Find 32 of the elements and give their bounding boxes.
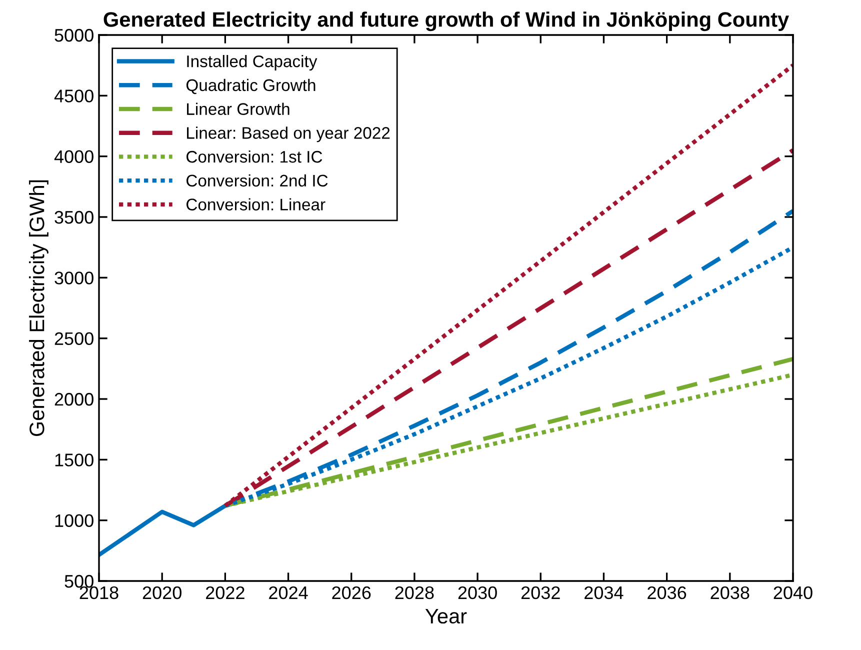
x-tick-label: 2032 (521, 586, 560, 600)
y-tick-label: 4500 (54, 90, 94, 102)
y-tick-label: 1500 (55, 454, 94, 466)
x-tick-label: 2036 (648, 586, 686, 600)
y-tick-label: 4000 (54, 150, 94, 164)
legend-label: Conversion: 1st IC (186, 150, 322, 163)
legend-label: Quadratic Growth (186, 78, 316, 94)
y-tick-label: 3500 (54, 210, 94, 224)
x-tick-label: 2040 (774, 586, 812, 600)
x-axis-title: Year (425, 609, 467, 624)
legend-label: Linear Growth (187, 102, 290, 115)
legend-label: Installed Capacity (187, 55, 318, 71)
x-tick-label: 2024 (269, 586, 308, 600)
y-axis-title: Generated Electricity [GWh] (29, 180, 48, 436)
x-tick-label: 2030 (458, 586, 497, 600)
x-tick-label: 2022 (206, 586, 244, 600)
y-tick-label: 2000 (54, 392, 94, 406)
y-tick-label: 3000 (54, 272, 94, 284)
legend-label: Conversion: 2nd IC (186, 174, 328, 187)
x-tick-label: 2028 (395, 586, 434, 600)
x-tick-label: 2018 (80, 586, 118, 600)
chart-title: Generated Electricity and future growth of Wind in Jönköping County (104, 12, 789, 32)
y-tick-label: 1000 (55, 514, 94, 528)
y-tick-label: 2500 (54, 332, 94, 346)
legend-label: Conversion: Linear (186, 198, 326, 210)
x-tick-label: 2038 (710, 586, 750, 600)
y-tick-label: 500 (64, 574, 94, 588)
legend-label: Linear: Based on year 2022 (187, 126, 390, 142)
x-tick-label: 2034 (584, 586, 624, 600)
x-tick-label: 2026 (332, 586, 371, 600)
x-tick-label: 2020 (142, 586, 182, 600)
y-tick-label: 5000 (54, 28, 94, 42)
